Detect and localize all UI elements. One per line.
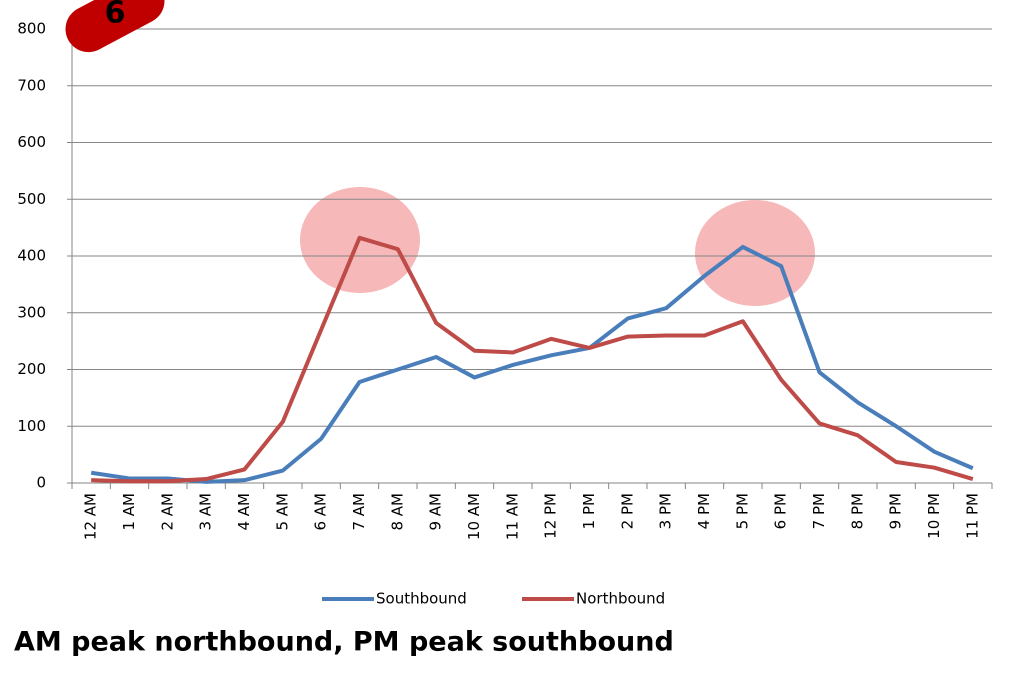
x-tick-label: 7 AM [350,493,368,531]
x-tick-label: 5 AM [273,493,291,531]
legend-label: Northbound [576,590,665,608]
legend-label: Southbound [376,590,467,608]
y-tick-label: 200 [17,360,46,378]
x-tick-label: 8 PM [848,493,866,529]
x-tick-label: 3 AM [197,493,215,531]
x-tick-label: 1 AM [120,493,138,531]
x-tick-label: 1 PM [580,493,598,529]
y-tick-label: 300 [17,303,46,321]
badge-shape [65,0,165,53]
x-tick-label: 6 PM [772,493,790,529]
y-tick-label: 600 [17,133,46,151]
x-tick-label: 2 PM [618,493,636,529]
x-tick-label: 6 AM [312,493,330,531]
series-line [91,235,974,484]
x-tick-label: 4 AM [235,493,253,531]
y-tick-label: 700 [17,76,46,94]
badge [65,0,165,53]
x-tick-label: 9 AM [427,493,445,531]
y-tick-label: 400 [17,247,46,265]
x-tick-label: 10 AM [465,493,483,540]
series-line [90,244,974,484]
x-tick-label: 12 PM [542,493,560,539]
y-tick-label: 0 [36,474,46,492]
x-tick-label: 4 PM [695,493,713,529]
x-tick-label: 8 AM [388,493,406,531]
x-tick-label: 12 AM [82,493,100,540]
x-tick-label: 11 PM [963,493,981,539]
x-tick-label: 7 PM [810,493,828,529]
x-tick-label: 9 PM [887,493,905,529]
x-tick-label: 3 PM [657,493,675,529]
x-tick-label: 2 AM [158,493,176,531]
chart-title: AM peak northbound, PM peak southbound [14,627,674,658]
x-tick-label: 11 AM [503,493,521,540]
y-tick-label: 500 [17,190,46,208]
y-tick-label: 800 [17,20,46,38]
x-tick-label: 10 PM [925,493,943,539]
y-tick-label: 100 [17,417,46,435]
badge-label: 6 [105,0,126,31]
x-tick-label: 5 PM [733,493,751,529]
plot-area: 0 100 200 300 400 500 600 700 800 12 AM 1 AM 2 AM 3 … [17,20,993,608]
